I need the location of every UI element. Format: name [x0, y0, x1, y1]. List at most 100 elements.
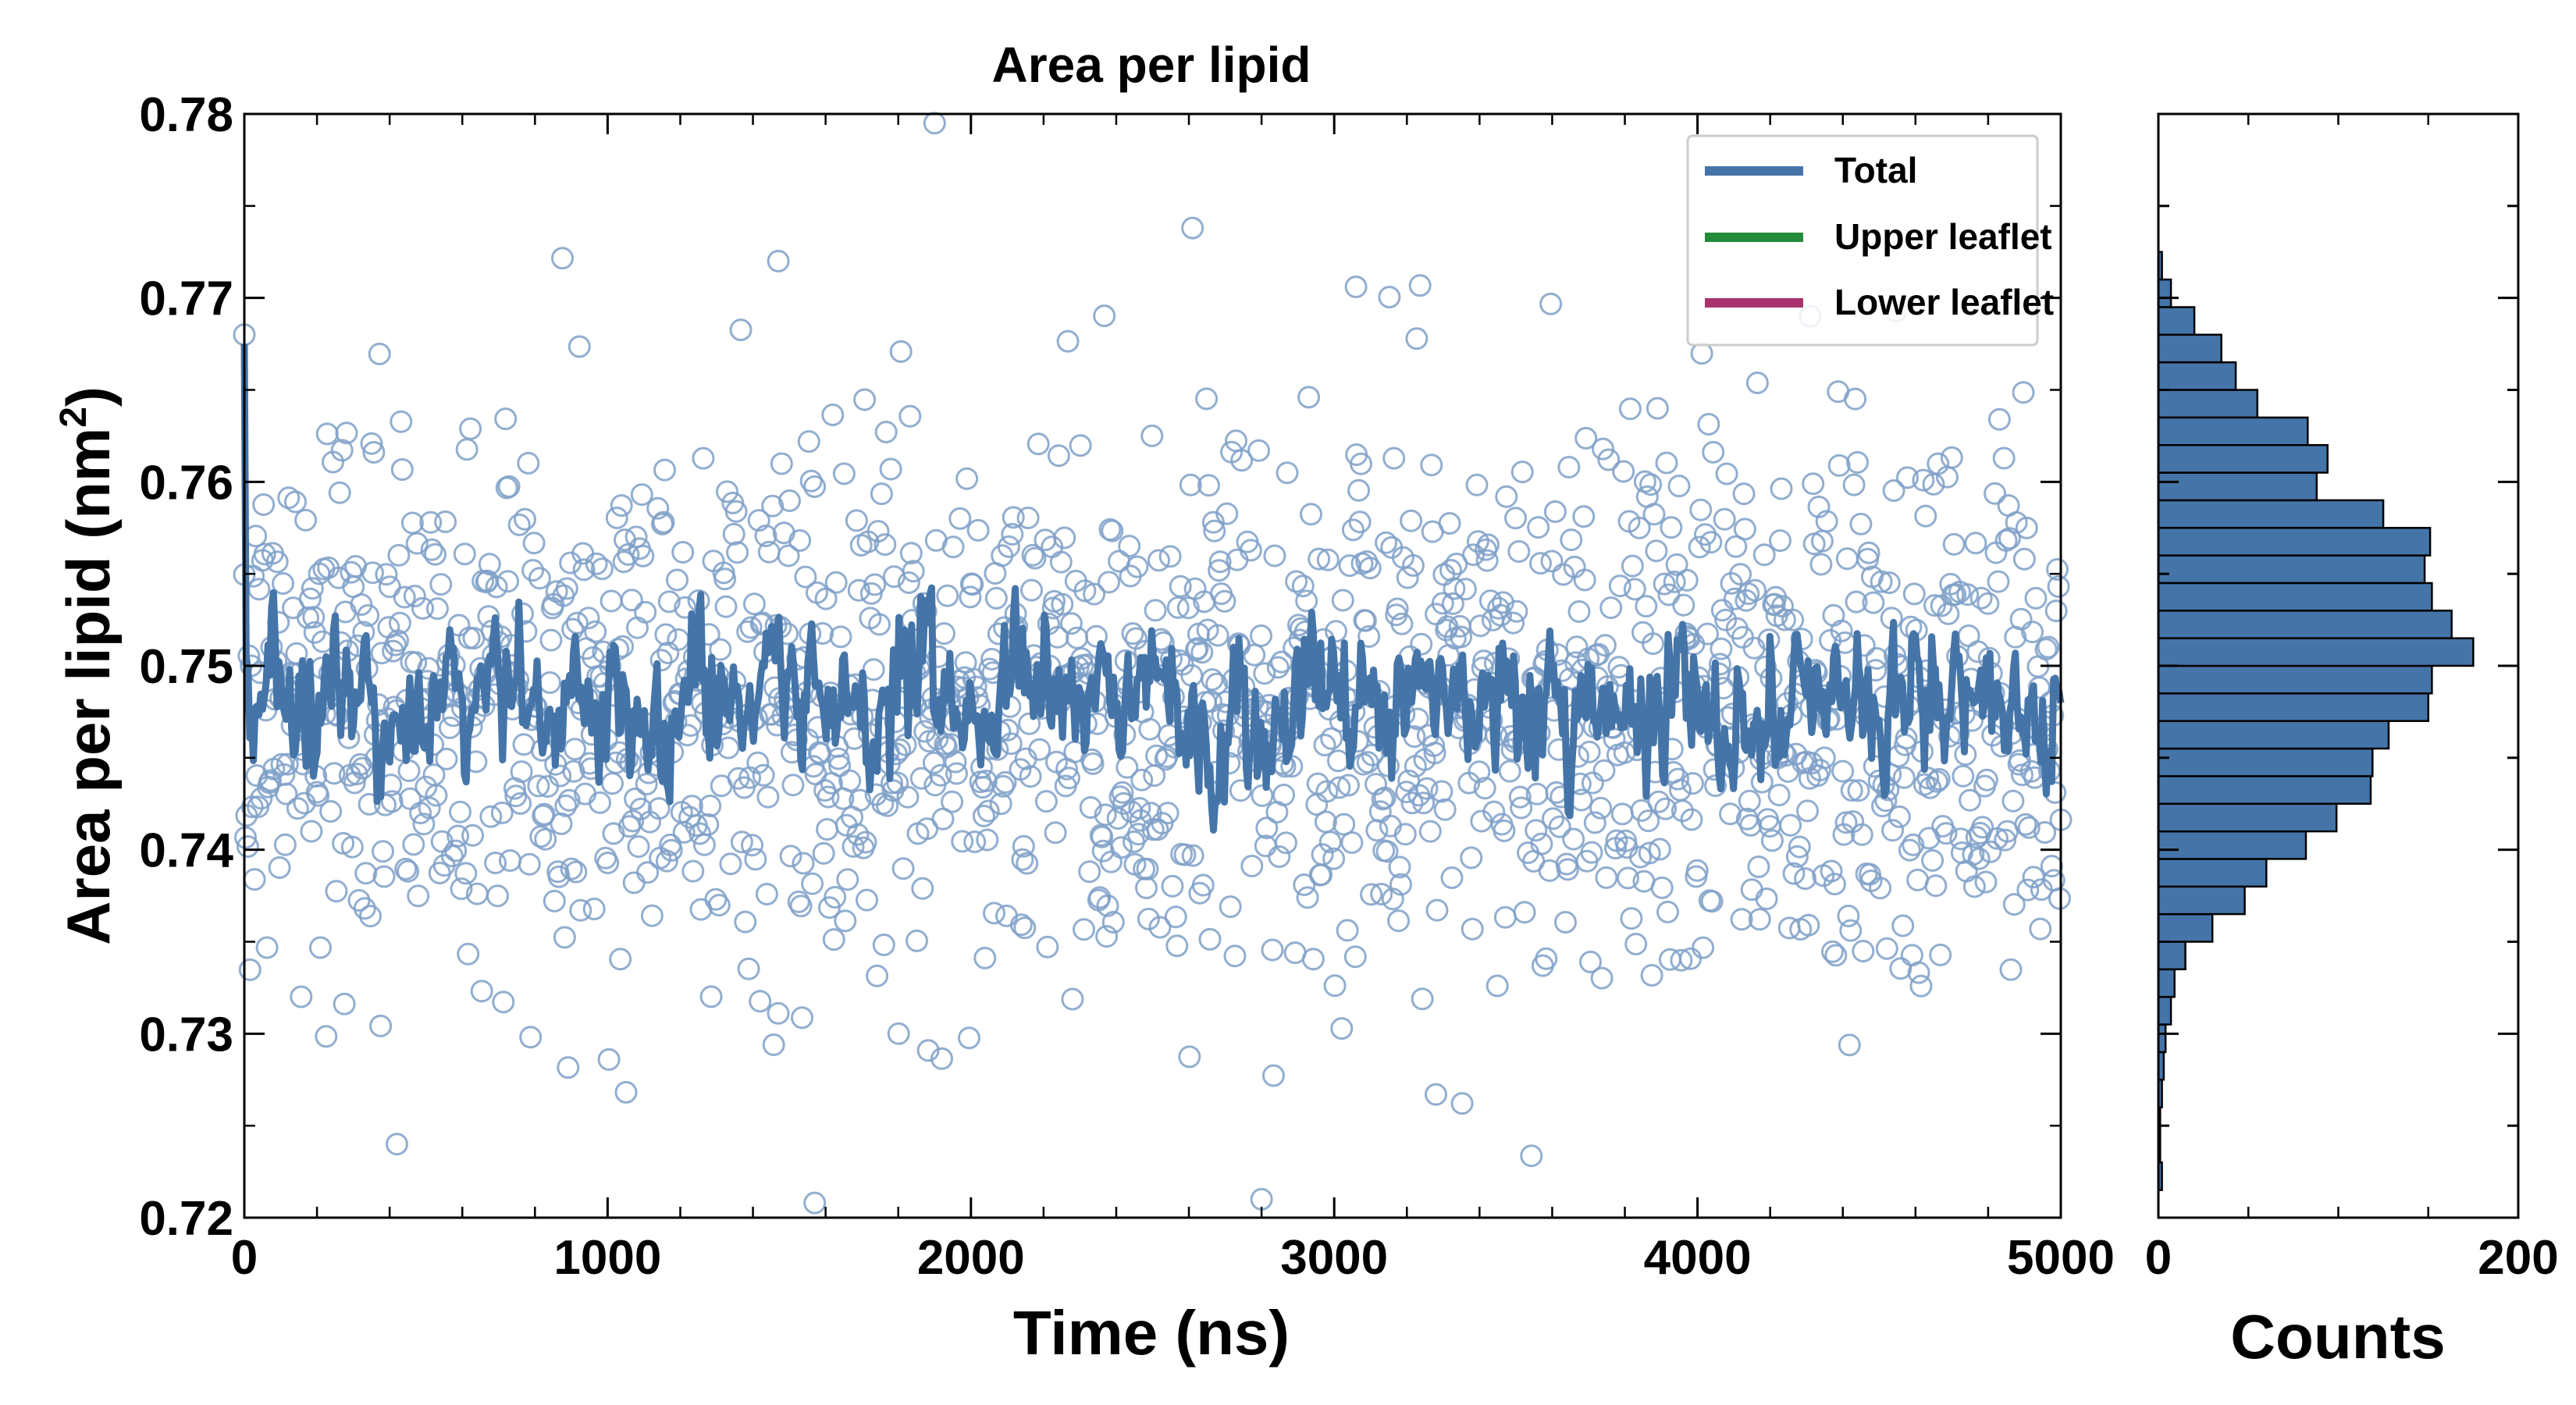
scatter-point — [1580, 841, 1603, 864]
scatter-point — [517, 451, 540, 475]
scatter-point-outlier — [1181, 216, 1204, 240]
scatter-point — [554, 794, 578, 817]
scatter-point — [873, 533, 897, 557]
histogram-bar — [2157, 443, 2329, 474]
scatter-point — [845, 509, 868, 532]
scatter-point — [955, 467, 979, 490]
scatter-point — [1400, 509, 1423, 532]
scatter-point — [435, 747, 458, 770]
scatter-point — [1411, 987, 1434, 1011]
scatter-point — [1130, 768, 1154, 791]
scatter-point — [1834, 811, 1858, 834]
scatter-point — [1942, 532, 1966, 556]
scatter-point — [609, 948, 632, 971]
scatter-point — [1505, 599, 1528, 623]
scatter-point — [1137, 907, 1160, 930]
scatter-point — [360, 432, 383, 455]
scatter-point — [1830, 619, 1853, 642]
scatter-point — [1888, 805, 1911, 828]
scatter-point — [1844, 387, 1867, 411]
scatter-point — [1740, 878, 1763, 902]
scatter-point — [749, 990, 772, 1013]
scatter-point — [1296, 886, 1319, 909]
scatter-point — [1223, 944, 1247, 968]
scatter-point — [1169, 574, 1192, 598]
scatter-point — [660, 838, 683, 862]
scatter-point — [1389, 873, 1412, 896]
scatter-point — [2001, 789, 2025, 813]
scatter-point — [1640, 964, 1663, 987]
scatter-point — [1331, 589, 1354, 612]
scatter-point — [534, 827, 557, 851]
scatter-point — [704, 887, 728, 911]
scatter-point — [1681, 772, 1704, 795]
scatter-point — [1073, 918, 1095, 941]
scatter-point — [428, 862, 451, 884]
scatter-point — [1769, 529, 1791, 553]
scatter-point — [1840, 779, 1863, 802]
scatter-point — [863, 573, 887, 596]
scatter-point — [2014, 813, 2037, 836]
scatter-point — [1415, 777, 1439, 800]
scatter-point — [1881, 819, 1905, 842]
scatter-point — [557, 788, 581, 812]
scatter-point — [1270, 650, 1293, 674]
scatter-point — [1964, 532, 1987, 555]
scatter-point — [1360, 883, 1383, 906]
scatter-point — [1272, 784, 1296, 806]
scatter-point — [1146, 818, 1169, 841]
scatter-point — [259, 769, 282, 792]
scatter-point — [307, 784, 330, 807]
scatter-point — [1976, 592, 2000, 615]
scatter-point — [298, 587, 322, 610]
scatter-point — [589, 791, 611, 814]
scatter-point — [1121, 622, 1144, 646]
scatter-point — [1865, 647, 1888, 670]
scatter-point — [1545, 781, 1568, 804]
scatter-point — [1101, 911, 1125, 934]
scatter-point — [1195, 387, 1219, 411]
scatter-point — [1255, 816, 1279, 840]
scatter-point — [1181, 844, 1204, 867]
scatter-point — [1138, 717, 1162, 741]
scatter-point — [272, 572, 294, 595]
scatter-point — [770, 452, 793, 475]
scatter-point — [722, 522, 745, 546]
histogram-bar — [2157, 941, 2186, 971]
scatter-point — [477, 605, 500, 628]
scatter-point — [390, 410, 413, 433]
scatter-point — [1974, 870, 1998, 894]
scatter-point — [2037, 635, 2060, 659]
scatter-point — [1215, 502, 1239, 525]
scatter-point — [1565, 635, 1589, 659]
scatter-point — [887, 1022, 910, 1045]
scatter-point — [1539, 292, 1563, 315]
scatter-point — [1300, 503, 1322, 526]
scatter-point — [692, 446, 715, 470]
scatter-point — [1914, 504, 1937, 528]
y-tick-label: 0.72 — [139, 1192, 233, 1246]
scatter-point — [1243, 643, 1266, 667]
scatter-point — [1952, 764, 1975, 788]
scatter-point — [605, 507, 628, 529]
scatter-point — [457, 626, 481, 649]
scatter-point — [1493, 819, 1516, 842]
scatter-point — [1656, 900, 1679, 923]
histogram-bar — [2157, 554, 2426, 585]
scatter-point — [1261, 938, 1284, 962]
scatter-point — [1178, 1045, 1201, 1069]
scatter-point — [652, 510, 675, 534]
scatter-point — [755, 883, 778, 905]
scatter-point — [824, 886, 847, 909]
scatter-point — [1710, 599, 1734, 622]
scatter-point — [1350, 452, 1372, 475]
scatter-point — [1341, 518, 1364, 542]
scatter-point — [528, 567, 551, 590]
scatter-point — [1994, 828, 2017, 852]
scatter-point — [522, 532, 546, 555]
scatter-point — [1639, 473, 1663, 496]
scatter-point — [1443, 577, 1466, 600]
scatter-point — [1658, 948, 1681, 971]
scatter-point — [1354, 609, 1377, 632]
scatter-point — [699, 795, 722, 817]
